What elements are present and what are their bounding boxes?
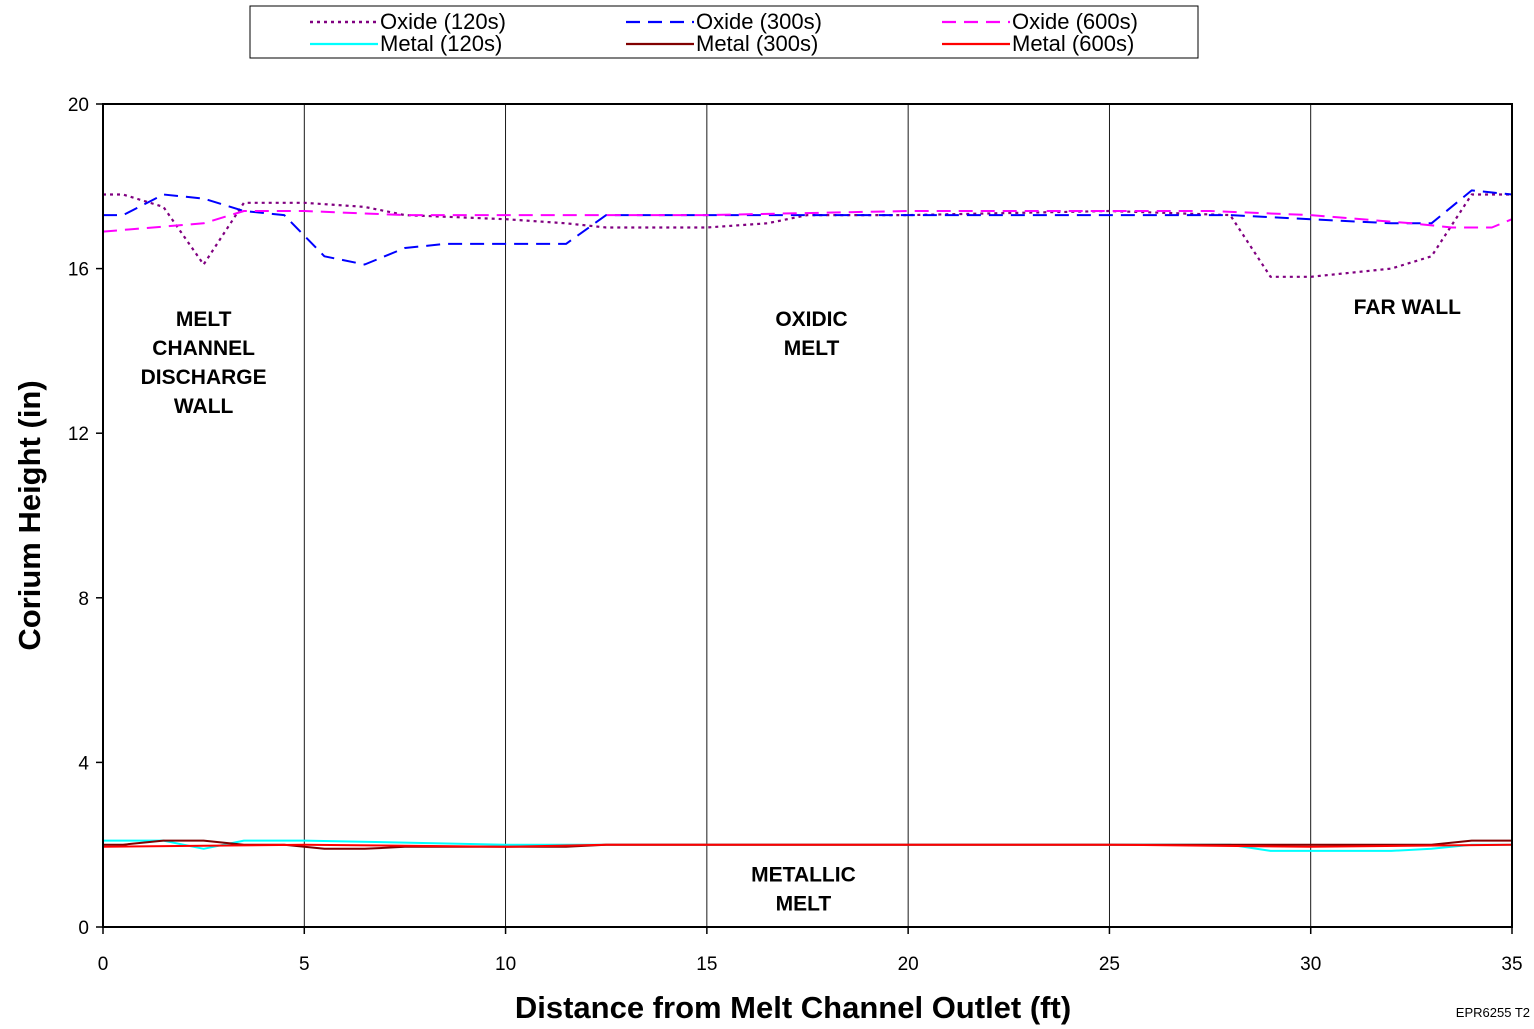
series-line-oxide-600s [102, 210, 1513, 233]
legend-label-oxide-120s: Oxide (120s) [380, 9, 506, 34]
x-tick-label: 0 [98, 954, 109, 975]
legend-box [249, 5, 1199, 59]
annotation-far-wall: FAR WALL [1354, 296, 1461, 319]
annotation-line: FAR WALL [1354, 296, 1461, 319]
y-tick-label: 8 [78, 589, 89, 610]
annotation-line: OXIDIC [775, 308, 847, 331]
annotation-line: MELT [776, 893, 832, 916]
x-tick-label: 30 [1300, 954, 1321, 975]
annotation-metallic-melt: METALLIC MELT [751, 864, 856, 916]
legend-label-oxide-600s: Oxide (600s) [1012, 9, 1138, 34]
annotation-line: MELT [784, 337, 840, 360]
grid [303, 104, 1312, 927]
series-line-metal-600s [102, 843, 1513, 848]
plot-frame [102, 103, 1513, 928]
annotation-line: MELT [176, 308, 232, 331]
x-tick-label: 25 [1099, 954, 1120, 975]
y-axis-title: Corium Height (in) [12, 380, 47, 650]
annotation-melt-channel-discharge-wall: MELT CHANNEL DISCHARGE WALL [141, 308, 267, 418]
x-axis-title: Distance from Melt Channel Outlet (ft) [515, 990, 1071, 1025]
axis-ticks: 0 5 10 15 20 25 30 35 0 4 8 12 16 20 [68, 95, 1523, 975]
annotation-line: WALL [174, 395, 234, 418]
footnote: EPR6255 T2 [1456, 1005, 1530, 1020]
y-tick-label: 12 [68, 424, 89, 445]
x-tick-label: 15 [696, 954, 717, 975]
y-tick-label: 20 [68, 95, 89, 116]
y-tick-label: 0 [78, 918, 89, 939]
y-tick-label: 4 [78, 753, 89, 774]
x-tick-label: 35 [1501, 954, 1522, 975]
series-line-oxide-120s [103, 193, 1512, 278]
annotation-line: DISCHARGE [141, 366, 267, 389]
legend-label-metal-600s: Metal (600s) [1012, 31, 1134, 56]
series-lines [102, 189, 1513, 852]
legend-label-metal-120s: Metal (120s) [380, 31, 502, 56]
x-tick-label: 10 [495, 954, 516, 975]
legend: Oxide (120s) Oxide (300s) Oxide (600s)Meta… [249, 5, 1199, 59]
annotation-line: CHANNEL [152, 337, 255, 360]
legend-label-oxide-300s: Oxide (300s) [696, 9, 822, 34]
x-tick-label: 20 [898, 954, 919, 975]
y-tick-label: 16 [68, 260, 89, 281]
annotation-oxidic-melt: OXIDIC MELT [775, 308, 847, 360]
annotations: MELT CHANNEL DISCHARGE WALL OXIDIC MELT FAR WA… [141, 296, 1462, 916]
annotation-line: METALLIC [751, 864, 856, 887]
series-line-oxide-300s [103, 189, 1513, 266]
x-tick-label: 5 [299, 954, 310, 975]
legend-label-metal-300s: Metal (300s) [696, 31, 818, 56]
